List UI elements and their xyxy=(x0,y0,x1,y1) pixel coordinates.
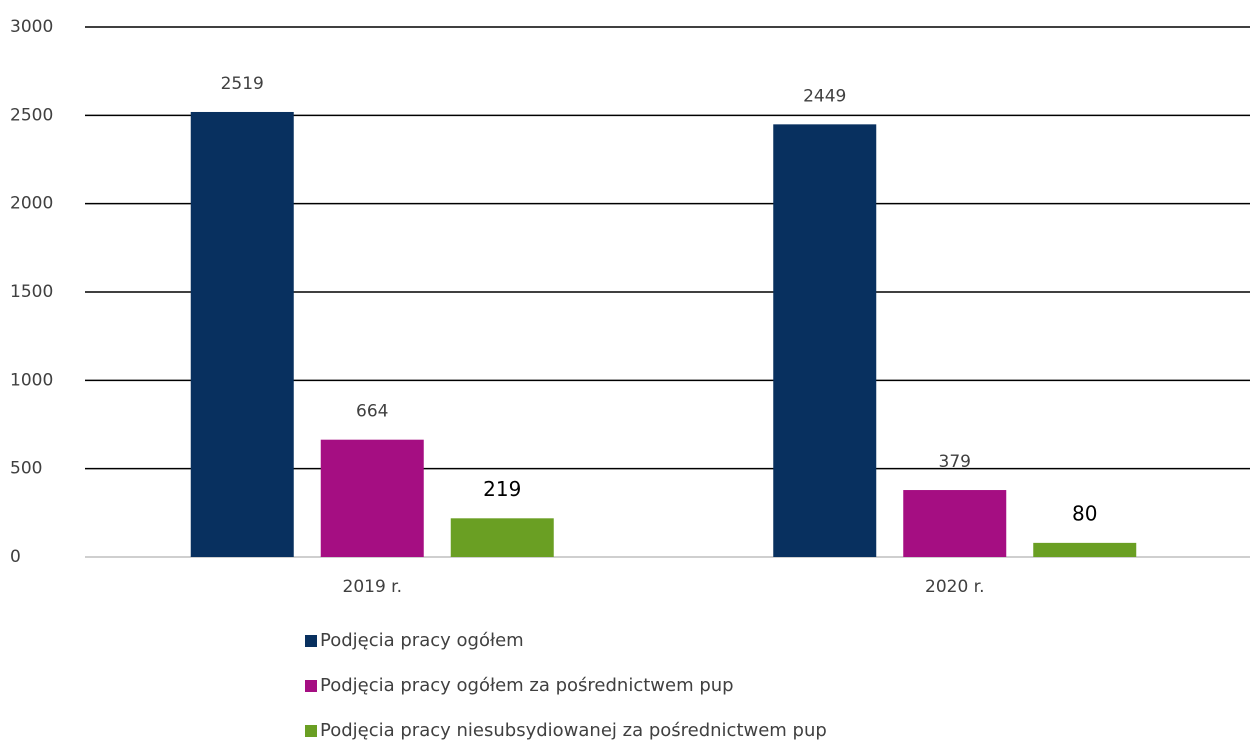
bar xyxy=(450,518,554,557)
x-tick-label: 2019 r. xyxy=(343,577,403,597)
data-label: 219 xyxy=(483,477,521,501)
y-tick-label: 500 xyxy=(10,459,42,479)
data-label: 2449 xyxy=(803,86,846,106)
y-tick-label: 1500 xyxy=(10,282,53,302)
data-label: 379 xyxy=(939,452,971,472)
y-tick-label: 1000 xyxy=(10,370,53,390)
bar xyxy=(903,490,1007,557)
legend-swatch xyxy=(305,680,317,692)
legend-label: Podjęcia pracy ogółem za pośrednictwem p… xyxy=(320,675,734,696)
y-tick-label: 2000 xyxy=(10,194,53,214)
legend-swatch xyxy=(305,725,317,737)
bar xyxy=(773,124,877,558)
bar xyxy=(320,439,424,557)
data-label: 664 xyxy=(356,402,388,422)
legend-label: Podjęcia pracy ogółem xyxy=(320,630,524,651)
y-tick-label: 2500 xyxy=(10,105,53,125)
y-tick-label: 3000 xyxy=(10,17,53,37)
data-label: 80 xyxy=(1072,501,1097,525)
y-tick-label: 0 xyxy=(10,547,21,567)
legend-swatch xyxy=(305,635,317,647)
data-label: 2519 xyxy=(221,74,264,94)
bar xyxy=(1033,542,1137,557)
bar xyxy=(190,111,294,557)
legend-label: Podjęcia pracy niesubsydiowanej za pośre… xyxy=(320,720,827,741)
x-tick-label: 2020 r. xyxy=(925,577,985,597)
